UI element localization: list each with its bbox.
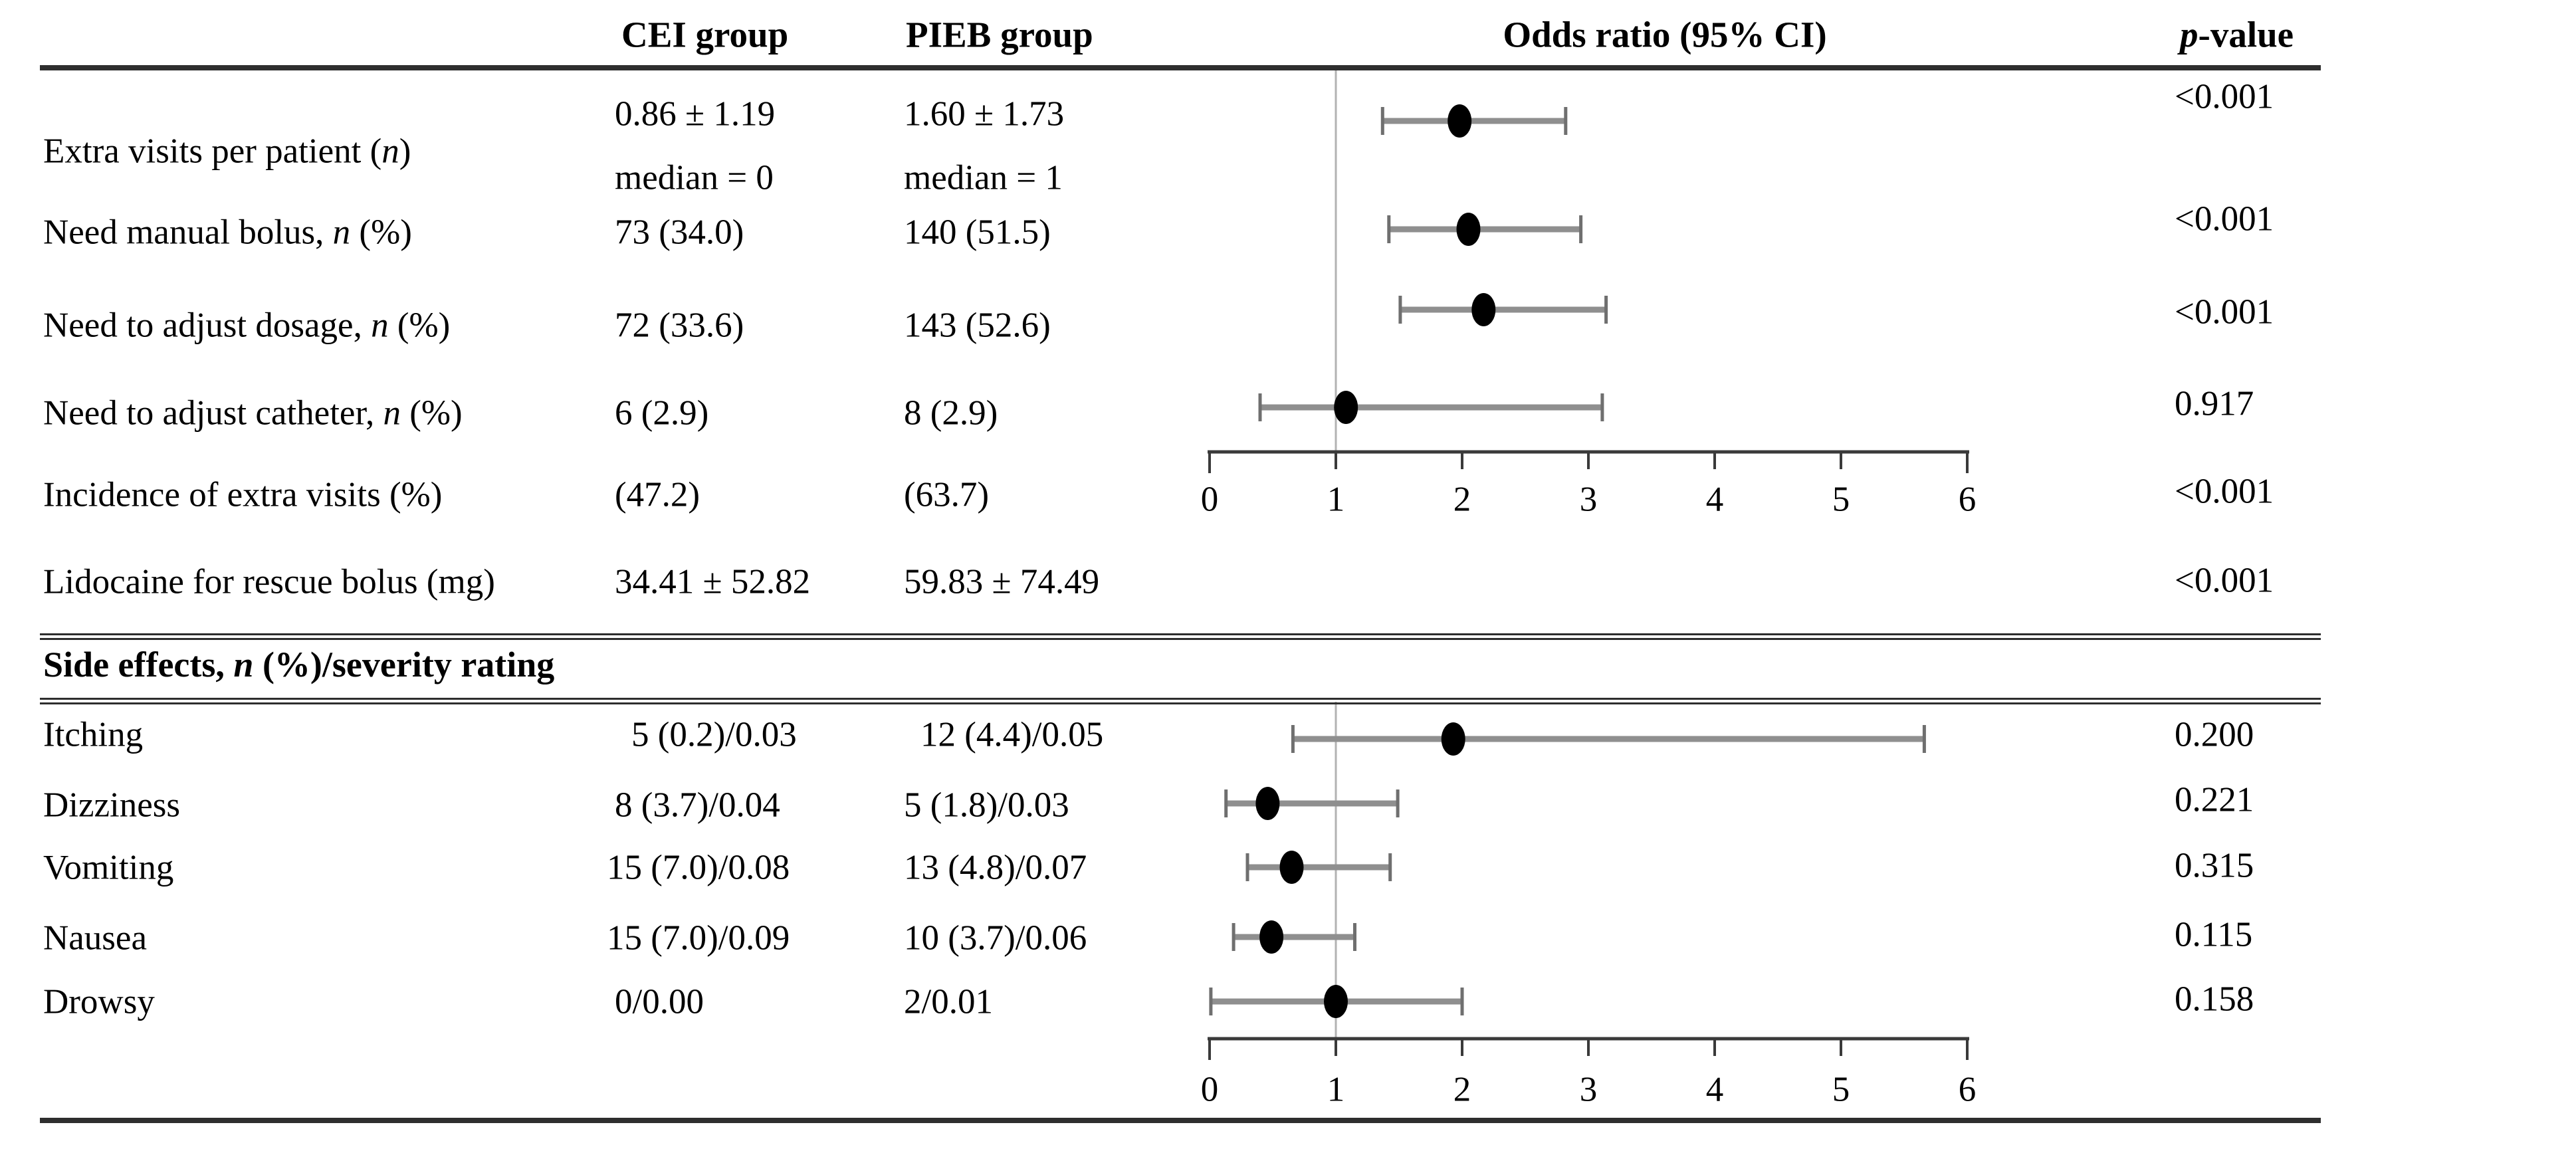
cei-value-vomiting: 15 (7.0)/0.08 [607, 848, 790, 887]
axis-tick-label-panel2-4: 4 [1705, 1070, 1724, 1109]
axis-tick-label-panel2-0: 0 [1200, 1070, 1219, 1109]
pieb-value-extra-line2: median = 1 [904, 158, 1063, 197]
axis-tick-label-panel1-2: 2 [1453, 480, 1471, 519]
p-value-incidence: <0.001 [2175, 472, 2274, 511]
pieb-value-catheter: 8 (2.9) [904, 393, 998, 433]
p-value-dosage: <0.001 [2175, 292, 2274, 332]
or-point-drowsy [1324, 985, 1348, 1018]
cei-value-dosage: 72 (33.6) [615, 306, 744, 345]
table-rule-top [40, 65, 2321, 70]
or-point-vomiting [1279, 851, 1304, 884]
axis-tick-label-panel2-6: 6 [1958, 1070, 1977, 1109]
axis-tick-label-panel1-5: 5 [1832, 480, 1850, 519]
pieb-value-nausea: 10 (3.7)/0.06 [904, 918, 1087, 958]
p-value-nausea: 0.115 [2175, 915, 2253, 954]
pieb-value-drowsy: 2/0.01 [904, 982, 993, 1021]
cei-value-lidocaine: 34.41 ± 52.82 [615, 562, 811, 601]
pieb-value-dizziness: 5 (1.8)/0.03 [904, 785, 1069, 825]
cei-value-itching: 5 (0.2)/0.03 [631, 715, 797, 754]
row-label-itching: Itching [43, 715, 144, 754]
axis-tick-label-panel2-5: 5 [1832, 1070, 1850, 1109]
pieb-value-lidocaine: 59.83 ± 74.49 [904, 562, 1100, 601]
axis-tick-label-panel2-3: 3 [1579, 1070, 1598, 1109]
row-label-nausea: Nausea [43, 918, 147, 958]
row-label-dosage: Need to adjust dosage, n (%) [43, 306, 451, 345]
p-value-lidocaine: <0.001 [2175, 561, 2274, 600]
col-header-p-value: p-value [2180, 14, 2294, 55]
p-value-vomiting: 0.315 [2175, 846, 2254, 885]
col-header-pieb-group: PIEB group [906, 14, 1093, 55]
axis-tick-label-panel2-2: 2 [1453, 1070, 1471, 1109]
table-rule-above-side-effects [40, 633, 2321, 640]
p-value-itching: 0.200 [2175, 715, 2254, 754]
cei-value-bolus: 73 (34.0) [615, 213, 744, 252]
row-label-bolus: Need manual bolus, n (%) [43, 213, 412, 252]
row-label-dizziness: Dizziness [43, 785, 181, 825]
axis-tick-label-panel2-1: 1 [1327, 1070, 1345, 1109]
cei-value-extra: 0.86 ± 1.19 [615, 94, 776, 134]
p-value-drowsy: 0.158 [2175, 980, 2254, 1019]
axis-tick-label-panel1-6: 6 [1958, 480, 1977, 519]
cei-value-dizziness: 8 (3.7)/0.04 [615, 785, 780, 825]
axis-tick-label-panel1-4: 4 [1705, 480, 1724, 519]
axis-tick-label-panel1-0: 0 [1200, 480, 1219, 519]
cei-value-extra-line2: median = 0 [615, 158, 774, 197]
pieb-value-extra: 1.60 ± 1.73 [904, 94, 1065, 134]
col-header-cei-group: CEI group [621, 14, 789, 55]
axis-tick-label-panel1-1: 1 [1327, 480, 1345, 519]
table-rule-below-side-effects [40, 698, 2321, 704]
row-label-extra: Extra visits per patient (n) [43, 132, 411, 171]
or-point-dizziness [1255, 787, 1280, 820]
or-point-nausea [1259, 920, 1284, 954]
cei-value-incidence: (47.2) [615, 475, 700, 514]
or-point-catheter [1334, 391, 1358, 424]
cei-value-catheter: 6 (2.9) [615, 393, 709, 433]
pieb-value-bolus: 140 (51.5) [904, 213, 1051, 252]
pieb-value-incidence: (63.7) [904, 475, 990, 514]
table-rule-bottom [40, 1118, 2321, 1123]
p-value-bolus: <0.001 [2175, 199, 2274, 239]
row-label-incidence: Incidence of extra visits (%) [43, 475, 443, 514]
row-label-catheter: Need to adjust catheter, n (%) [43, 393, 463, 433]
p-value-dizziness: 0.221 [2175, 780, 2254, 819]
p-value-catheter: 0.917 [2175, 384, 2254, 423]
pieb-value-itching: 12 (4.4)/0.05 [920, 715, 1104, 754]
section-header-side-effects: Side effects, n (%)/severity rating [43, 645, 555, 684]
row-label-drowsy: Drowsy [43, 982, 155, 1021]
row-label-vomiting: Vomiting [43, 848, 174, 887]
cei-value-drowsy: 0/0.00 [615, 982, 704, 1021]
cei-value-nausea: 15 (7.0)/0.09 [607, 918, 790, 958]
or-point-bolus [1456, 213, 1481, 246]
col-header-odds-ratio: Odds ratio (95% CI) [1503, 14, 1827, 55]
or-point-itching [1441, 722, 1465, 756]
pieb-value-vomiting: 13 (4.8)/0.07 [904, 848, 1087, 887]
axis-tick-label-panel1-3: 3 [1579, 480, 1598, 519]
p-value-extra: <0.001 [2175, 77, 2274, 116]
pieb-value-dosage: 143 (52.6) [904, 306, 1051, 345]
or-point-extra [1448, 104, 1472, 138]
row-label-lidocaine: Lidocaine for rescue bolus (mg) [43, 562, 495, 601]
or-point-dosage [1471, 293, 1496, 326]
